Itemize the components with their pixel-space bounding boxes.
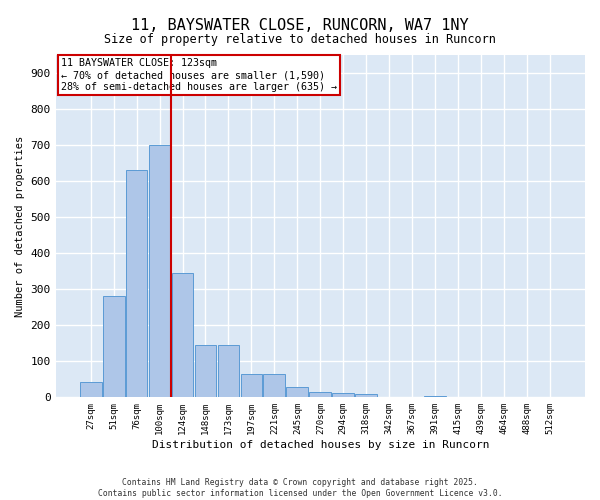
Bar [286,387,308,398]
Text: 11, BAYSWATER CLOSE, RUNCORN, WA7 1NY: 11, BAYSWATER CLOSE, RUNCORN, WA7 1NY [131,18,469,32]
Y-axis label: Number of detached properties: Number of detached properties [15,136,25,317]
Bar [218,345,239,398]
Bar [241,374,262,398]
Bar [263,374,286,398]
Bar [149,145,170,398]
Bar [194,345,217,398]
Bar [355,394,377,398]
Text: Contains HM Land Registry data © Crown copyright and database right 2025.
Contai: Contains HM Land Registry data © Crown c… [98,478,502,498]
Bar [103,296,125,398]
Text: Size of property relative to detached houses in Runcorn: Size of property relative to detached ho… [104,32,496,46]
Bar [332,392,354,398]
Bar [172,273,193,398]
Bar [125,170,148,398]
Text: 11 BAYSWATER CLOSE: 123sqm
← 70% of detached houses are smaller (1,590)
28% of s: 11 BAYSWATER CLOSE: 123sqm ← 70% of deta… [61,58,337,92]
X-axis label: Distribution of detached houses by size in Runcorn: Distribution of detached houses by size … [152,440,489,450]
Bar [80,382,101,398]
Bar [424,396,446,398]
Bar [310,392,331,398]
